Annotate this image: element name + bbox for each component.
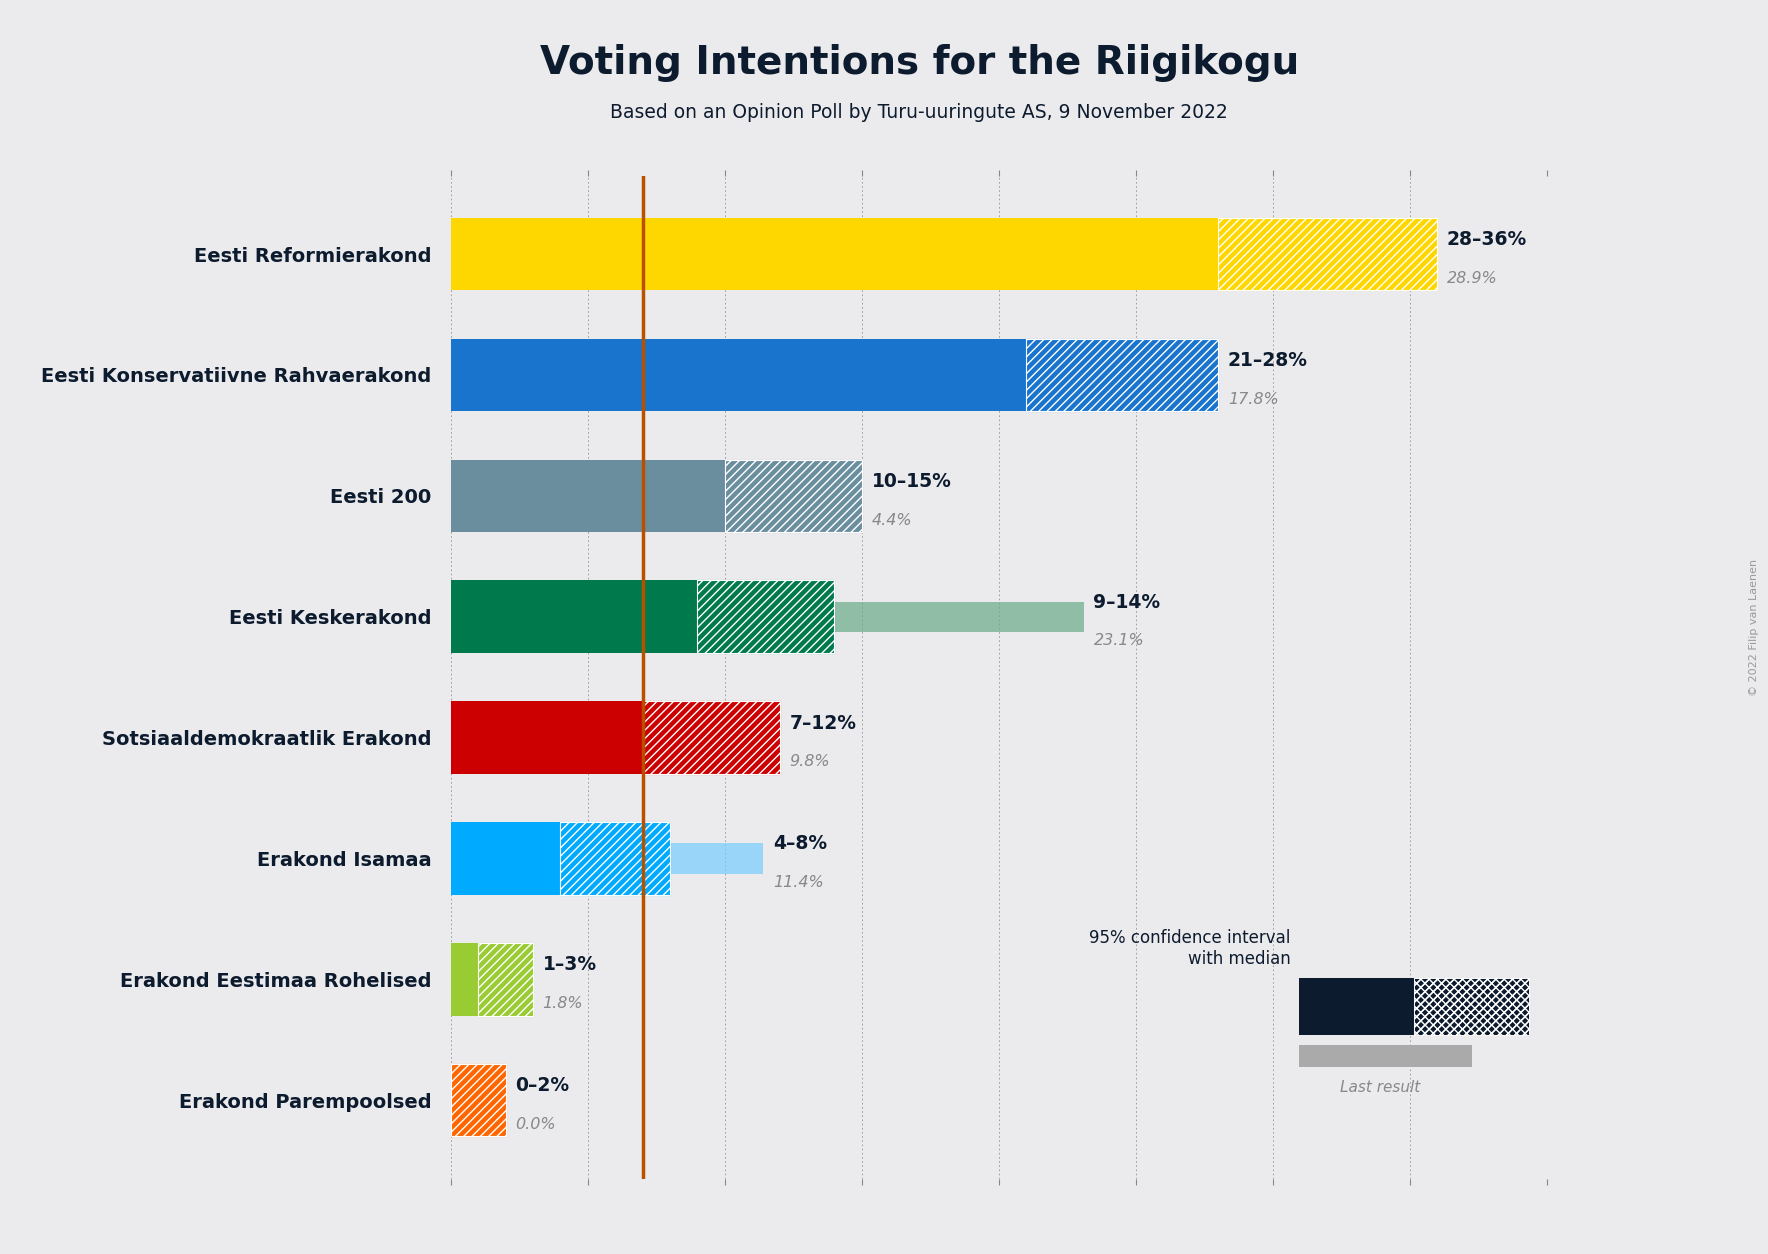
Bar xyxy=(698,581,834,653)
Text: 21–28%: 21–28% xyxy=(1227,351,1308,370)
Text: 1.8%: 1.8% xyxy=(543,996,583,1011)
Bar xyxy=(560,823,670,894)
Bar xyxy=(451,943,479,1016)
Bar xyxy=(479,943,534,1016)
Text: 17.8%: 17.8% xyxy=(1227,391,1278,406)
Bar xyxy=(698,581,834,653)
Bar xyxy=(1218,218,1437,291)
Bar xyxy=(725,460,863,532)
Bar xyxy=(644,701,780,774)
Bar xyxy=(1218,218,1437,291)
Bar xyxy=(451,1063,506,1136)
Bar xyxy=(725,460,863,532)
Text: 95% confidence interval
with median: 95% confidence interval with median xyxy=(1089,929,1291,968)
Bar xyxy=(1027,339,1218,411)
Bar xyxy=(644,701,780,774)
Text: 11.4%: 11.4% xyxy=(773,875,824,890)
Bar xyxy=(560,823,670,894)
Text: 28–36%: 28–36% xyxy=(1446,231,1528,250)
Bar xyxy=(560,823,670,894)
Bar xyxy=(698,581,834,653)
Bar xyxy=(644,701,780,774)
Bar xyxy=(725,460,863,532)
Text: 0.0%: 0.0% xyxy=(514,1117,555,1132)
Text: 28.9%: 28.9% xyxy=(1446,271,1497,286)
Text: 4.4%: 4.4% xyxy=(872,513,912,528)
Bar xyxy=(451,1063,506,1136)
Bar xyxy=(479,943,534,1016)
Bar xyxy=(479,943,534,1016)
Bar xyxy=(451,722,720,752)
Bar xyxy=(451,339,1027,411)
Bar xyxy=(451,218,1218,291)
Bar xyxy=(451,581,698,653)
Text: 9–14%: 9–14% xyxy=(1093,593,1160,612)
Text: 0–2%: 0–2% xyxy=(514,1076,569,1095)
Bar xyxy=(451,360,939,390)
Bar xyxy=(1027,339,1218,411)
Bar xyxy=(1218,218,1437,291)
Bar xyxy=(451,480,571,510)
Text: 4–8%: 4–8% xyxy=(773,834,827,854)
Bar xyxy=(1027,339,1218,411)
Text: Voting Intentions for the Riigikogu: Voting Intentions for the Riigikogu xyxy=(539,44,1299,82)
Text: © 2022 Filip van Laenen: © 2022 Filip van Laenen xyxy=(1749,558,1759,696)
Text: Last result: Last result xyxy=(1340,1080,1420,1095)
Text: 9.8%: 9.8% xyxy=(789,754,829,769)
Bar xyxy=(451,240,1243,270)
Bar xyxy=(451,701,644,774)
Bar xyxy=(451,844,764,874)
Bar xyxy=(451,823,560,894)
Bar xyxy=(451,964,500,994)
Bar xyxy=(451,1063,506,1136)
Bar xyxy=(451,602,1084,632)
Text: 7–12%: 7–12% xyxy=(789,714,856,732)
Text: Based on an Opinion Poll by Turu-uuringute AS, 9 November 2022: Based on an Opinion Poll by Turu-uuringu… xyxy=(610,103,1229,122)
Text: 23.1%: 23.1% xyxy=(1093,633,1144,648)
Bar xyxy=(451,460,725,532)
Text: 10–15%: 10–15% xyxy=(872,472,951,490)
Text: 1–3%: 1–3% xyxy=(543,956,598,974)
